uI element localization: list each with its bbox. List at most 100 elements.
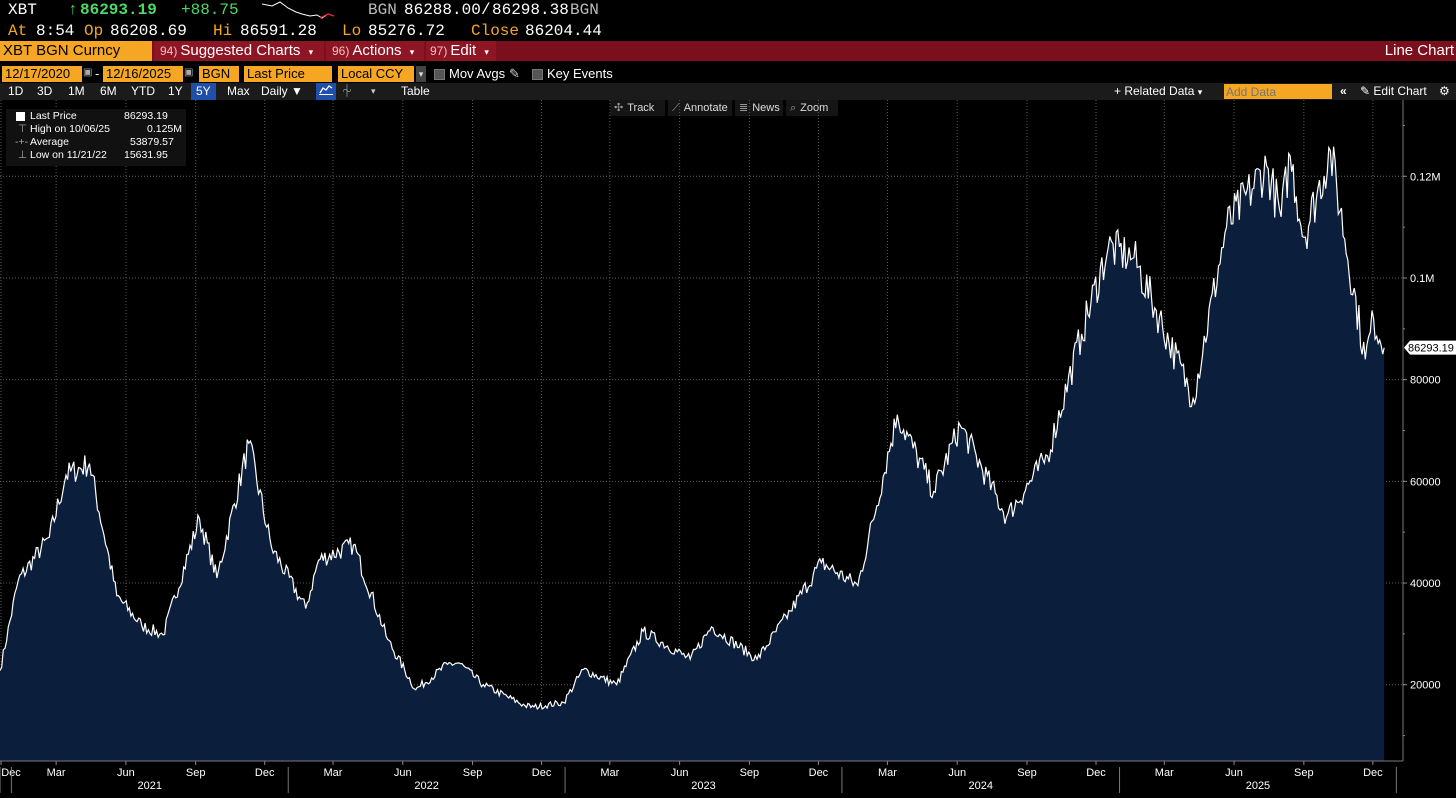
collapse-icon[interactable]: « xyxy=(1340,84,1347,98)
zoom-button[interactable]: ⌕ Zoom xyxy=(786,100,838,116)
chart-type-label: Line Chart xyxy=(1384,42,1454,59)
legend-low-value: 15631.95 xyxy=(124,149,168,161)
ask-source: BGN xyxy=(570,1,599,19)
price-chart[interactable]: 20000 40000 60000 80000 0.1M 0.12M Dec Mar Jun S… xyxy=(0,100,1456,798)
average-marker-icon: -+- xyxy=(15,136,29,148)
parameter-row: 12/17/2020 ▣ - 12/16/2025 ▣ BGN Last Pri… xyxy=(0,66,1456,83)
edit-chart-label: Edit Chart xyxy=(1373,84,1427,98)
legend-last-value: 86293.19 xyxy=(124,110,168,122)
dropdown-arrow-icon[interactable]: ▾ xyxy=(371,86,376,96)
x-tick-label: Jun xyxy=(948,767,966,779)
x-year-label: 2021 xyxy=(138,780,162,792)
up-arrow-icon: ↑ xyxy=(68,1,78,19)
related-data-button[interactable]: + Related Data ▾ xyxy=(1114,84,1203,98)
y-tick-label: 0.1M xyxy=(1410,273,1434,285)
start-date-field[interactable]: 12/17/2020 xyxy=(2,66,82,82)
x-tick-label: Jun xyxy=(394,767,412,779)
legend-low-label: Low on 11/21/22 xyxy=(30,149,107,161)
period-3d[interactable]: 3D xyxy=(37,84,53,98)
x-tick-label: Dec xyxy=(1363,767,1383,779)
period-ytd[interactable]: YTD xyxy=(131,84,155,98)
x-year-label: 2025 xyxy=(1246,780,1270,792)
line-chart-icon[interactable] xyxy=(316,83,336,100)
annotate-button[interactable]: ⟋ Annotate xyxy=(668,100,732,116)
zoom-icon: ⌕ xyxy=(790,102,797,114)
end-date-field[interactable]: 12/16/2025 xyxy=(103,66,183,82)
legend-high-label: High on 10/06/25 xyxy=(30,123,110,135)
period-1y[interactable]: 1Y xyxy=(168,84,183,98)
x-tick-label: Jun xyxy=(117,767,135,779)
suggested-charts-label: Suggested Charts xyxy=(180,42,301,59)
quote-time: 8:54 xyxy=(36,22,75,40)
related-data-label: Related Data xyxy=(1124,84,1195,98)
price-line xyxy=(0,145,1385,710)
last-price: 86293.19 xyxy=(80,1,157,19)
frequency-label: Daily xyxy=(261,84,288,98)
x-tick-label: Dec xyxy=(809,767,829,779)
calendar-icon[interactable]: ▣ xyxy=(184,67,194,78)
actions-menu[interactable]: 96) Actions ▾ xyxy=(326,41,424,61)
key-events-checkbox[interactable] xyxy=(532,69,543,80)
period-1m[interactable]: 1M xyxy=(68,84,85,98)
x-tick-label: Jun xyxy=(1225,767,1243,779)
currency-dropdown-icon[interactable]: ▾ xyxy=(416,66,426,82)
price-area xyxy=(0,146,1385,761)
x-tick-label: Sep xyxy=(463,767,483,779)
security-field[interactable]: XBT BGN Curncy xyxy=(0,41,152,61)
close-label: Close xyxy=(471,22,520,40)
x-tick-label: Sep xyxy=(1017,767,1037,779)
last-value-tag-text: 86293.19 xyxy=(1408,343,1454,355)
x-tick-label: Mar xyxy=(1155,767,1174,779)
legend-average-value: 53879.57 xyxy=(130,136,174,148)
calendar-icon[interactable]: ▣ xyxy=(83,67,93,78)
open-label: Op xyxy=(84,22,104,40)
dropdown-arrow-icon: ▾ xyxy=(484,47,489,57)
edit-chart-button[interactable]: ✎ Edit Chart xyxy=(1360,83,1427,100)
sparkline-icon xyxy=(262,1,334,19)
zoom-label: Zoom xyxy=(800,102,829,114)
annotate-label: Annotate xyxy=(683,102,728,114)
key-events-label: Key Events xyxy=(547,66,613,81)
period-5y[interactable]: 5Y xyxy=(191,83,216,100)
mov-avgs-label: Mov Avgs xyxy=(449,66,506,81)
high-value: 86591.28 xyxy=(240,22,317,40)
ask-price: 86298.38 xyxy=(492,1,569,19)
news-button[interactable]: ≣ News xyxy=(735,100,783,116)
currency-selector[interactable]: Local CCY xyxy=(338,66,414,82)
track-label: Track xyxy=(627,102,655,114)
low-marker-icon: ⊥ xyxy=(18,149,28,161)
bid-price: 86288.00 xyxy=(404,1,481,19)
add-data-input[interactable] xyxy=(1224,84,1332,99)
pencil-icon: ✎ xyxy=(1360,84,1371,98)
dropdown-arrow-icon: ▾ xyxy=(308,47,314,57)
edit-menu[interactable]: 97) Edit ▾ xyxy=(426,41,496,61)
low-label: Lo xyxy=(342,22,362,40)
price-change: +88.75 xyxy=(181,1,239,19)
gear-icon[interactable]: ⚙ xyxy=(1439,84,1450,98)
pencil-icon[interactable]: ✎ xyxy=(509,66,520,81)
bid-source: BGN xyxy=(368,1,397,19)
dropdown-arrow-icon: ▾ xyxy=(409,47,415,57)
frequency-selector[interactable]: Daily ▼ xyxy=(261,83,303,100)
low-value: 85276.72 xyxy=(368,22,445,40)
field-selector[interactable]: Last Price xyxy=(244,66,332,82)
period-6m[interactable]: 6M xyxy=(100,84,117,98)
x-axis: Dec Mar Jun Sep Dec Mar Jun Sep Dec Mar Jun Sep Dec M… xyxy=(0,761,1397,793)
suggested-charts-menu[interactable]: 94) Suggested Charts ▾ xyxy=(154,41,324,61)
menu-bar: 94) Suggested Charts ▾ 96) Actions ▾ 97) Ed… xyxy=(0,41,1456,61)
track-button[interactable]: ✣ Track xyxy=(610,100,665,116)
y-tick-label: 20000 xyxy=(1410,680,1441,692)
table-button[interactable]: Table xyxy=(401,84,430,98)
x-tick-label: Jun xyxy=(671,767,689,779)
news-icon: ≣ xyxy=(739,102,749,114)
x-tick-label: Sep xyxy=(186,767,206,779)
chart-legend: Last Price 86293.19 ⊤ High on 10/06/25 0… xyxy=(6,109,186,166)
period-1d[interactable]: 1D xyxy=(8,84,24,98)
x-tick-label: Mar xyxy=(600,767,619,779)
bar-chart-icon[interactable]: ⏆ xyxy=(341,84,354,98)
period-max[interactable]: Max xyxy=(227,84,250,98)
edit-label: Edit xyxy=(450,42,477,59)
x-tick-label: Dec xyxy=(255,767,275,779)
pricing-source-field[interactable]: BGN xyxy=(199,66,239,82)
mov-avgs-checkbox[interactable] xyxy=(434,69,445,80)
